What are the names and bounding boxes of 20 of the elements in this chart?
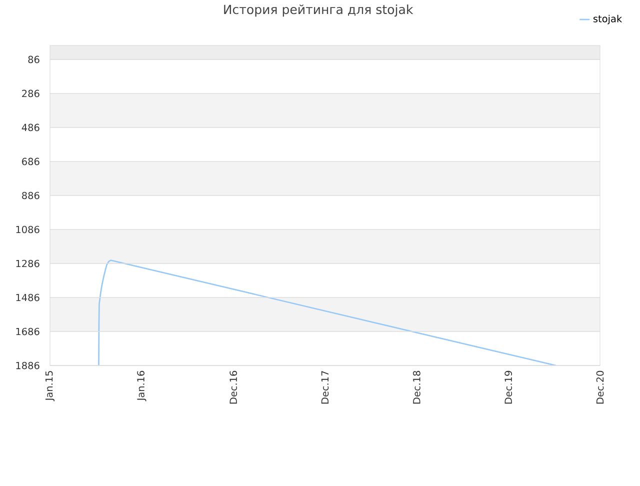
y-tick-label: 686 bbox=[22, 158, 40, 166]
y-tick-label: 1686 bbox=[16, 328, 40, 336]
x-tick-label: Jan.15 bbox=[45, 371, 55, 402]
y-tick-label: 1886 bbox=[16, 362, 40, 370]
y-tick-label: 886 bbox=[22, 192, 40, 200]
x-tick-label: Dec.20 bbox=[596, 371, 604, 404]
chart-title: История рейтинга для stojak bbox=[224, 4, 414, 17]
legend-label: stojak bbox=[593, 15, 622, 24]
y-tick-label: 486 bbox=[22, 124, 40, 132]
y-tick-label: 86 bbox=[28, 56, 40, 64]
x-tick-label: Dec.19 bbox=[504, 371, 512, 404]
x-tick-label: Dec.17 bbox=[321, 371, 329, 404]
y-tick-label: 1286 bbox=[16, 260, 40, 268]
y-tick-label: 286 bbox=[22, 90, 40, 98]
y-tick-label: 1486 bbox=[16, 294, 40, 302]
line-series bbox=[98, 260, 557, 366]
x-tick-label: Dec.18 bbox=[412, 371, 420, 404]
x-tick-label: Dec.16 bbox=[230, 371, 238, 404]
y-tick-label: 1086 bbox=[16, 226, 40, 234]
x-tick-label: Jan.16 bbox=[137, 371, 146, 402]
